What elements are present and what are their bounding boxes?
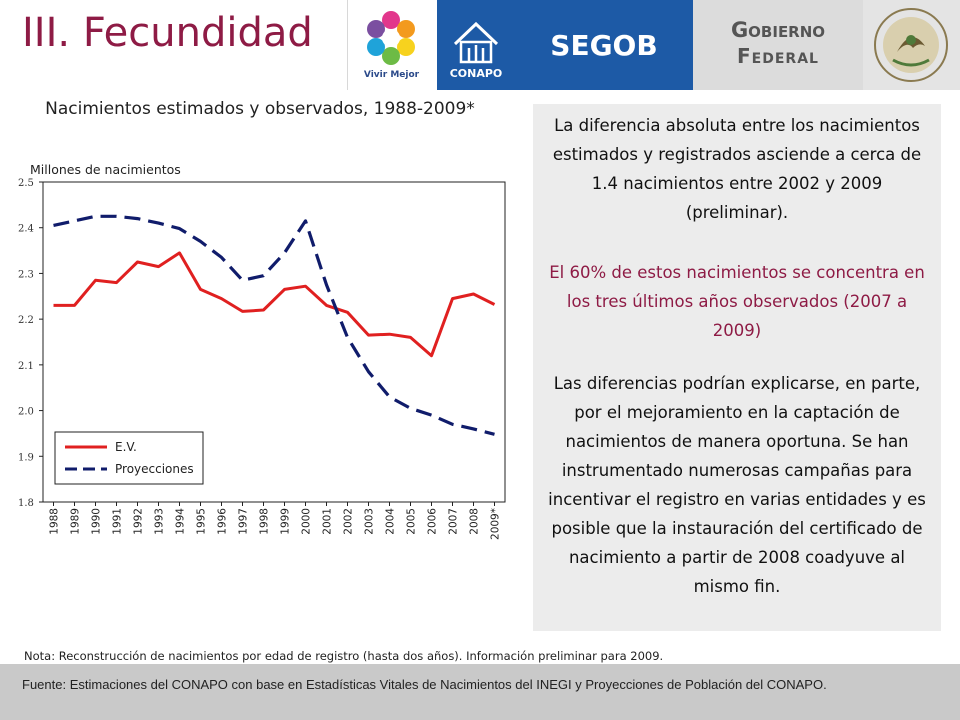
conapo-text: CONAPO [449, 67, 503, 80]
x-tick-label: 1989 [70, 508, 82, 535]
slide-title: III. Fecundidad [22, 10, 313, 56]
births-line-chart: 2.5 2.4 2.3 2.2 2.1 2.0 1.9 1.8 1988 1989 1990 1991… [18, 178, 506, 540]
x-tick-label: 2002 [343, 508, 355, 535]
y-tick-label: 2.3 [18, 269, 34, 280]
legend-box [54, 431, 204, 485]
series-line-proyecciones [53, 214, 495, 436]
gobierno-federal-logo: Gobierno Federal [693, 0, 863, 90]
source-text: Fuente: Estimaciones del CONAPO con base… [22, 677, 827, 692]
y-tick-label: 2.2 [18, 315, 34, 326]
x-tick-label: 1988 [49, 508, 61, 535]
chart-title: Nacimientos estimados y observados, 1988… [45, 99, 475, 119]
x-tick-label: 2001 [322, 508, 334, 535]
escudo-nacional-logo [863, 0, 960, 90]
flower-icon [367, 11, 415, 65]
y-tick-label: 2.0 [18, 407, 34, 418]
y-tick-label: 1.8 [18, 498, 34, 509]
footer-bar: Fuente: Estimaciones del CONAPO con base… [0, 664, 960, 720]
x-tick-label: 1994 [175, 508, 187, 535]
segob-logo: SEGOB [515, 0, 693, 90]
x-tick-label: 1995 [196, 508, 208, 535]
x-tick-label: 1991 [112, 508, 124, 535]
x-tick-label: 1992 [133, 508, 145, 535]
house-family-icon [453, 21, 499, 64]
legend-label: E.V. [115, 440, 137, 454]
plot-area-frame [42, 181, 506, 503]
x-tick-label: 2008 [469, 508, 481, 535]
explanation-paragraph-3: Las diferencias podrían explicarse, en p… [548, 374, 926, 596]
x-tick-label: 2009* [490, 508, 502, 540]
y-tick-label: 2.5 [18, 178, 34, 189]
y-tick-label: 2.1 [18, 361, 34, 372]
x-tick-label: 1997 [238, 508, 250, 535]
x-tick-label: 2005 [406, 508, 418, 535]
x-tick-label: 2000 [301, 508, 313, 535]
vivir-mejor-text: Vivir Mejor [363, 70, 420, 80]
x-tick-label: 1990 [91, 508, 103, 535]
x-tick-label: 1996 [217, 508, 229, 535]
x-tick-label: 2006 [427, 508, 439, 535]
coat-of-arms-icon [874, 8, 948, 82]
title-area: III. Fecundidad [0, 0, 345, 90]
explanation-paragraph-1: La diferencia absoluta entre los nacimie… [552, 116, 922, 222]
x-tick-label: 2003 [364, 508, 376, 535]
x-tick-label: 1999 [280, 508, 292, 535]
x-tick-label: 1993 [154, 508, 166, 535]
slide-header: III. Fecundidad Vivir Mejor CONAPO [0, 0, 960, 90]
x-tick-label: 2007 [448, 508, 460, 535]
federal-text: Federal [737, 44, 819, 68]
x-tick-label: 2004 [385, 508, 397, 535]
segob-text: SEGOB [550, 29, 658, 62]
explanation-paragraph-2: El 60% de estos nacimientos se concentra… [549, 263, 925, 340]
legend-label: Proyecciones [115, 462, 194, 476]
explanation-textbox: La diferencia absoluta entre los nacimie… [533, 104, 941, 631]
y-tick-label: 1.9 [18, 452, 34, 463]
x-tick-label: 1998 [259, 508, 271, 535]
conapo-logo: CONAPO [437, 0, 515, 90]
y-axis-label: Millones de nacimientos [30, 162, 181, 177]
series-line-ev [53, 251, 496, 358]
gobierno-text: Gobierno [730, 18, 826, 42]
chart-note: Nota: Reconstrucción de nacimientos por … [24, 649, 664, 663]
vivir-mejor-logo: Vivir Mejor [347, 0, 435, 90]
y-tick-label: 2.4 [18, 224, 34, 235]
